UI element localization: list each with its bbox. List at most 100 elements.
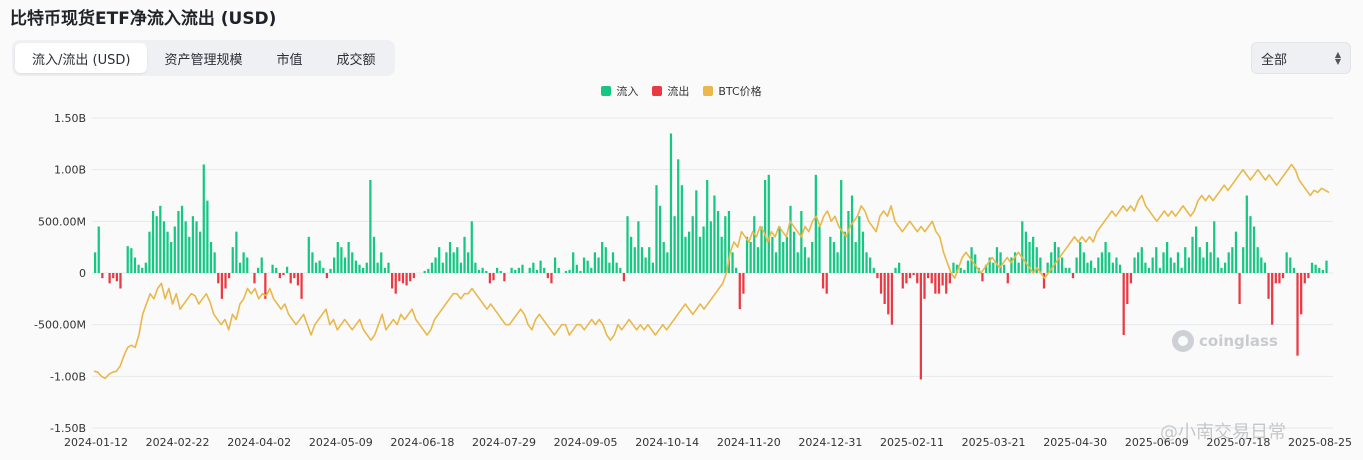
inflow-bar[interactable]: [1028, 242, 1031, 273]
inflow-bar[interactable]: [1053, 242, 1056, 273]
inflow-bar[interactable]: [731, 252, 734, 273]
inflow-bar[interactable]: [514, 269, 517, 273]
inflow-bar[interactable]: [785, 236, 788, 273]
inflow-bar[interactable]: [130, 248, 133, 273]
inflow-bar[interactable]: [1075, 257, 1078, 274]
inflow-bar[interactable]: [535, 269, 539, 273]
inflow-bar[interactable]: [1173, 262, 1176, 273]
inflow-bar[interactable]: [637, 221, 640, 273]
inflow-bar[interactable]: [1220, 267, 1223, 273]
inflow-bar[interactable]: [275, 267, 278, 273]
inflow-bar[interactable]: [626, 216, 629, 273]
inflow-bar[interactable]: [760, 226, 763, 274]
inflow-bar[interactable]: [1209, 252, 1212, 273]
inflow-bar[interactable]: [1089, 260, 1093, 273]
inflow-bar[interactable]: [343, 257, 347, 274]
outflow-bar[interactable]: [325, 273, 329, 279]
inflow-bar[interactable]: [727, 211, 731, 273]
inflow-bar[interactable]: [1017, 262, 1020, 273]
inflow-bar[interactable]: [184, 221, 187, 273]
inflow-bar[interactable]: [285, 266, 289, 273]
outflow-bar[interactable]: [115, 273, 118, 282]
inflow-bar[interactable]: [1195, 226, 1198, 274]
inflow-bar[interactable]: [955, 264, 959, 273]
inflow-bar[interactable]: [745, 236, 749, 273]
inflow-bar[interactable]: [307, 236, 310, 273]
inflow-bar[interactable]: [818, 226, 821, 274]
inflow-bar[interactable]: [387, 262, 390, 273]
outflow-bar[interactable]: [981, 273, 984, 282]
inflow-bar[interactable]: [231, 247, 234, 273]
inflow-bar[interactable]: [735, 267, 738, 273]
inflow-bar[interactable]: [1318, 267, 1321, 273]
inflow-bar[interactable]: [869, 257, 872, 274]
inflow-bar[interactable]: [1144, 262, 1147, 273]
inflow-bar[interactable]: [347, 242, 350, 273]
inflow-bar[interactable]: [477, 269, 481, 273]
legend-item-inflow[interactable]: 流入: [601, 83, 638, 99]
inflow-bar[interactable]: [144, 262, 147, 273]
inflow-bar[interactable]: [724, 216, 727, 273]
inflow-bar[interactable]: [191, 216, 195, 273]
inflow-bar[interactable]: [427, 268, 430, 273]
inflow-bar[interactable]: [1151, 257, 1154, 274]
inflow-bar[interactable]: [720, 236, 723, 273]
outflow-bar[interactable]: [409, 273, 412, 282]
inflow-bar[interactable]: [611, 252, 615, 273]
outflow-bar[interactable]: [887, 273, 890, 315]
outflow-bar[interactable]: [1042, 273, 1046, 289]
inflow-bar[interactable]: [362, 267, 365, 273]
inflow-bar[interactable]: [843, 231, 846, 273]
inflow-bar[interactable]: [438, 247, 441, 273]
inflow-bar[interactable]: [1115, 257, 1118, 274]
inflow-bar[interactable]: [872, 267, 875, 273]
inflow-bar[interactable]: [1256, 247, 1259, 273]
inflow-bar[interactable]: [644, 257, 647, 274]
inflow-bar[interactable]: [1133, 257, 1136, 274]
outflow-bar[interactable]: [901, 273, 904, 289]
inflow-bar[interactable]: [441, 262, 444, 273]
inflow-bar[interactable]: [376, 262, 379, 273]
inflow-bar[interactable]: [1079, 242, 1082, 273]
inflow-bar[interactable]: [648, 247, 651, 273]
outflow-bar[interactable]: [923, 273, 926, 299]
outflow-bar[interactable]: [282, 273, 285, 276]
inflow-bar[interactable]: [1039, 257, 1042, 274]
outflow-bar[interactable]: [1303, 273, 1306, 284]
inflow-bar[interactable]: [557, 267, 560, 273]
inflow-bar[interactable]: [467, 252, 470, 273]
outflow-bar[interactable]: [1274, 273, 1277, 284]
outflow-bar[interactable]: [112, 273, 115, 279]
inflow-bar[interactable]: [485, 270, 488, 273]
inflow-bar[interactable]: [1010, 257, 1013, 274]
inflow-bar[interactable]: [756, 247, 760, 273]
inflow-bar[interactable]: [499, 270, 502, 273]
inflow-bar[interactable]: [572, 252, 575, 273]
inflow-bar[interactable]: [894, 267, 897, 273]
inflow-bar[interactable]: [1013, 252, 1017, 273]
inflow-bar[interactable]: [1213, 221, 1216, 273]
inflow-bar[interactable]: [811, 242, 814, 273]
inflow-bar[interactable]: [959, 267, 962, 273]
tab-volume[interactable]: 成交额: [336, 52, 376, 68]
outflow-bar[interactable]: [919, 273, 922, 380]
inflow-bar[interactable]: [601, 242, 604, 273]
inflow-bar[interactable]: [481, 267, 484, 273]
outflow-bar[interactable]: [1006, 273, 1009, 284]
inflow-bar[interactable]: [256, 267, 260, 273]
tab-aum[interactable]: 资产管理规模: [164, 52, 243, 68]
outflow-bar[interactable]: [916, 273, 919, 284]
inflow-bar[interactable]: [329, 268, 332, 273]
inflow-bar[interactable]: [311, 252, 314, 273]
inflow-bar[interactable]: [854, 242, 857, 273]
inflow-bar[interactable]: [369, 180, 372, 273]
inflow-bar[interactable]: [796, 252, 799, 273]
inflow-bar[interactable]: [1021, 221, 1024, 273]
outflow-bar[interactable]: [821, 273, 825, 289]
inflow-bar[interactable]: [865, 252, 868, 273]
inflow-bar[interactable]: [832, 242, 836, 273]
inflow-bar[interactable]: [452, 252, 455, 273]
inflow-bar[interactable]: [792, 231, 796, 273]
inflow-bar[interactable]: [666, 252, 669, 273]
inflow-bar[interactable]: [470, 221, 473, 273]
